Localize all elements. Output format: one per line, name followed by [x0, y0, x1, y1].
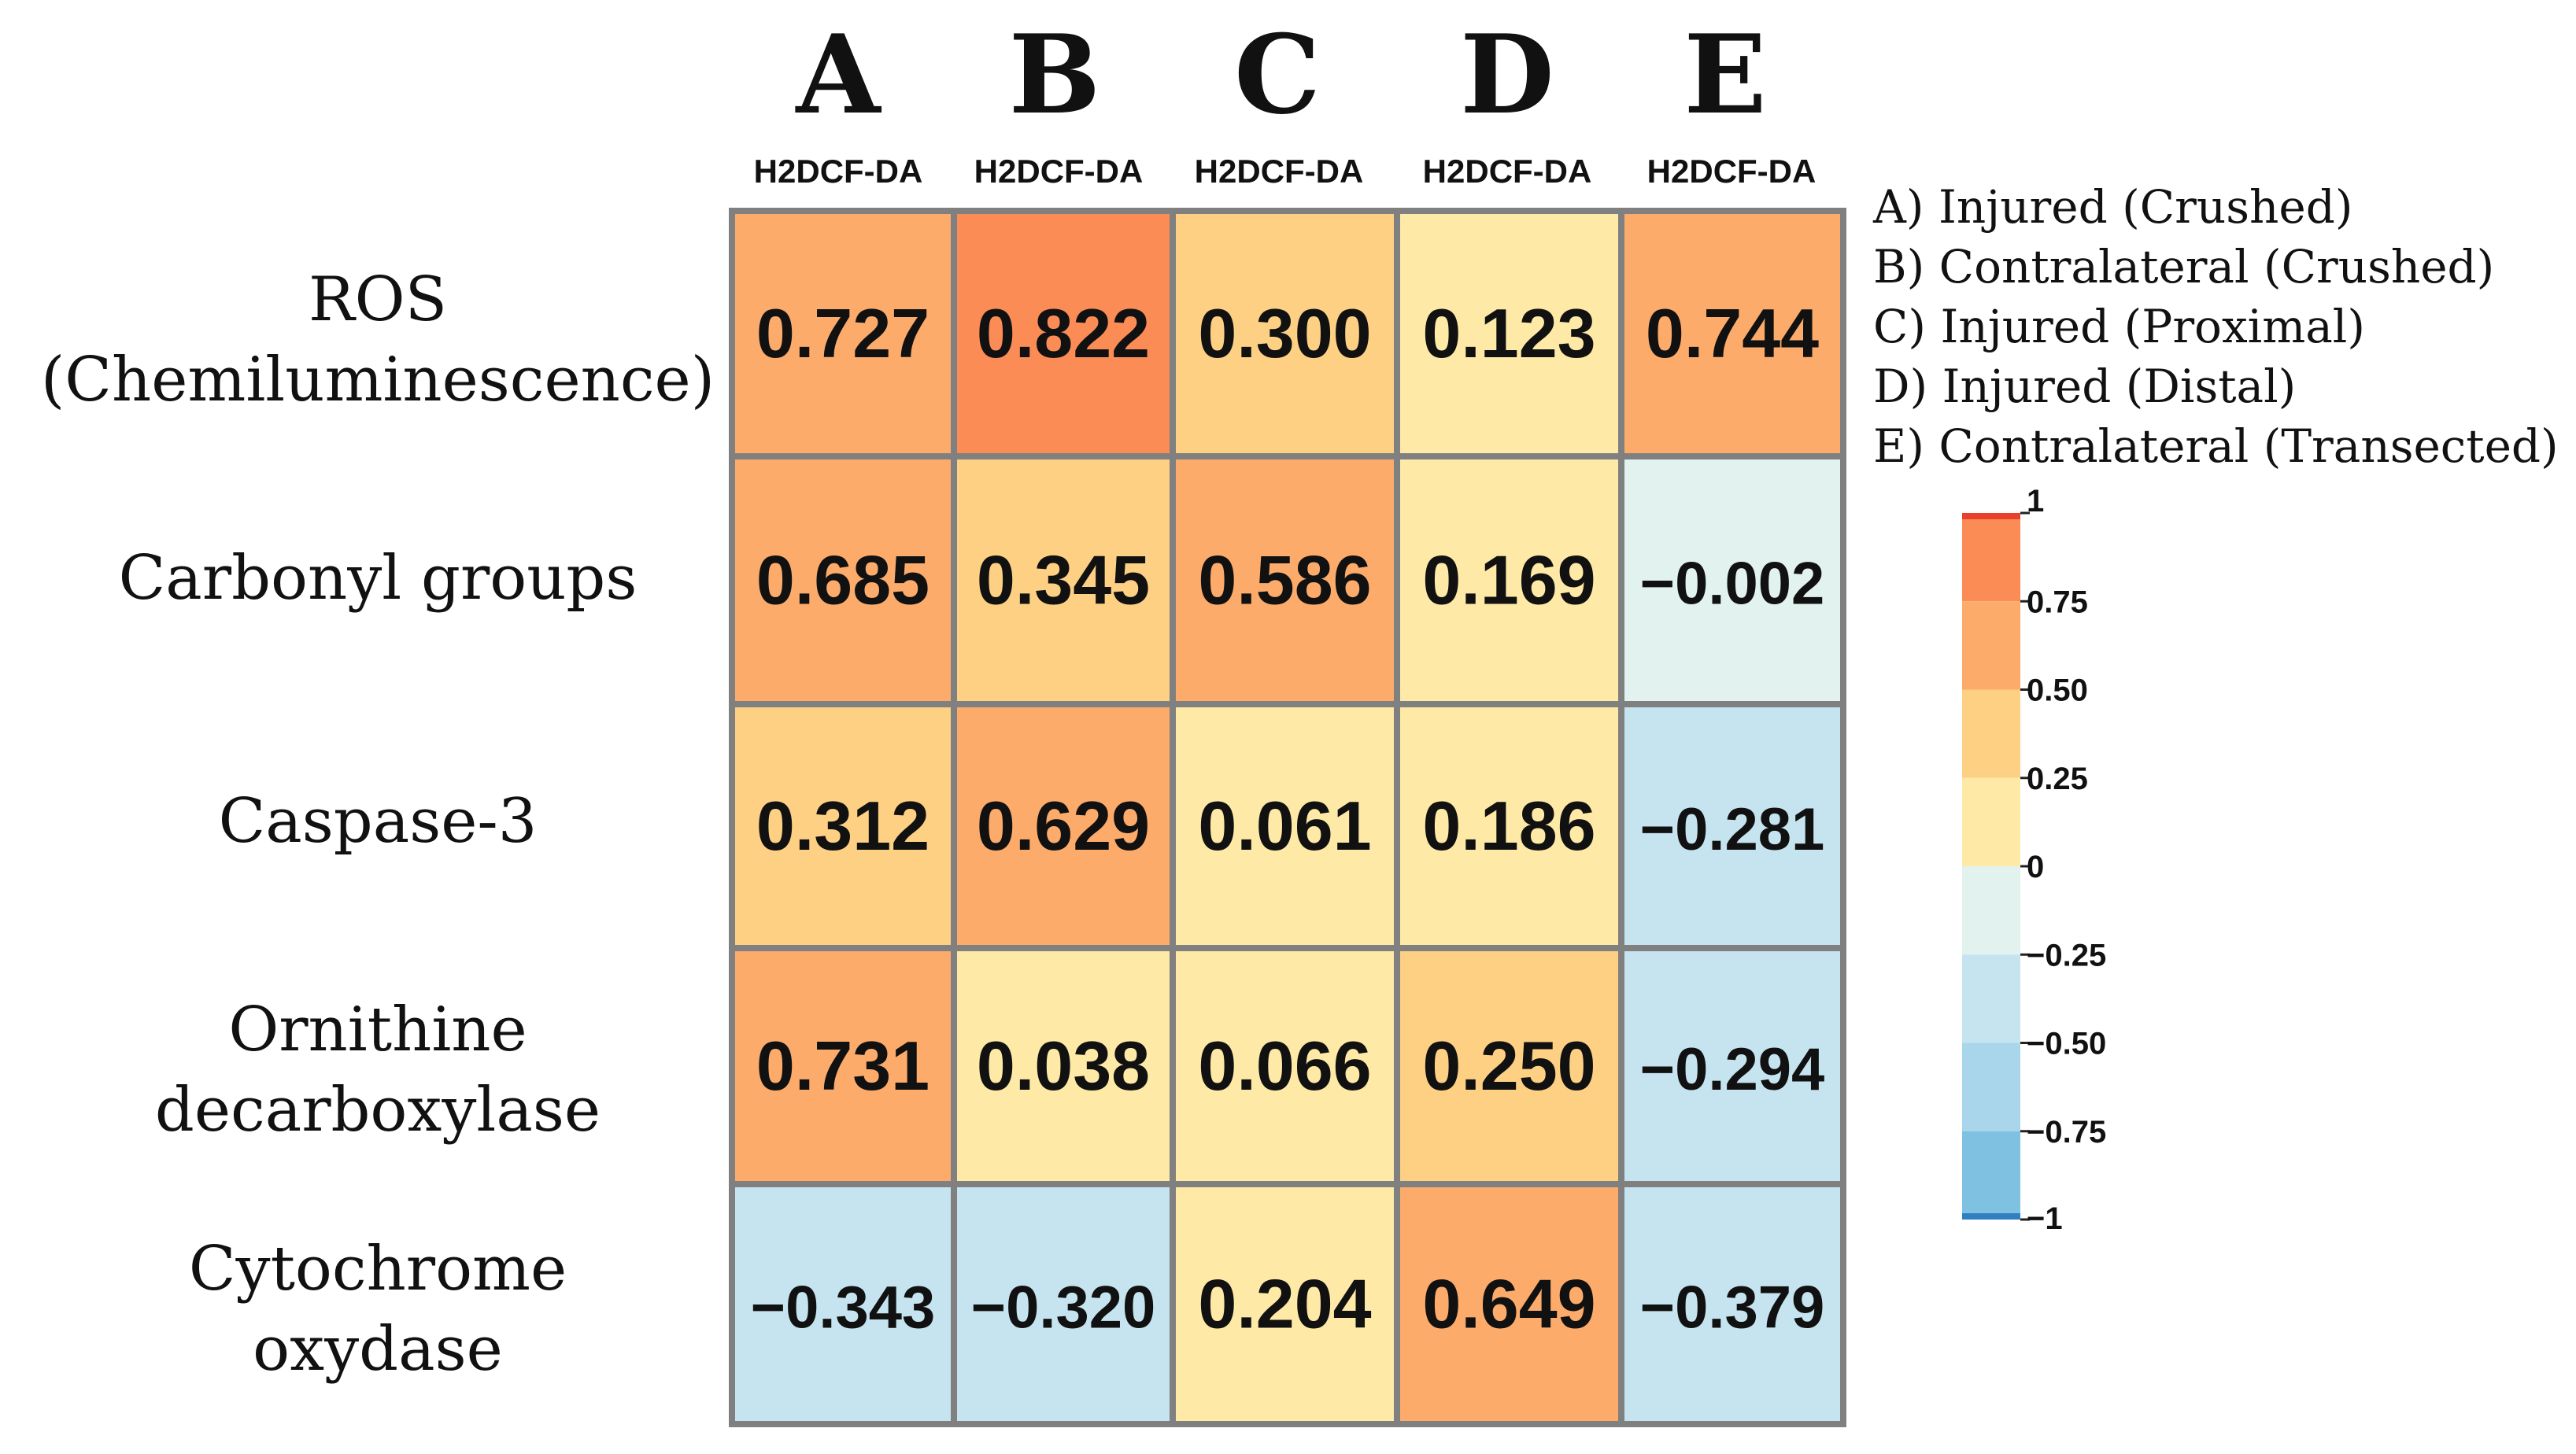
- colorbar-band-5: [1962, 954, 2020, 1043]
- heatmap-value-r4-c0: −0.343: [751, 1275, 936, 1341]
- legend-item-b: B) Contralateral (Crushed): [1873, 240, 2495, 293]
- colorbar-tick-label-4: 0: [2027, 850, 2044, 884]
- heatmap-cell-r0-c3: [1400, 214, 1618, 453]
- colorbar-band-3: [1962, 777, 2020, 866]
- column-sublabel-e: H2DCF-DA: [1646, 153, 1817, 190]
- colorbar-tick-label-7: −0.75: [2027, 1115, 2106, 1150]
- colorbar-tick-label-6: −0.50: [2027, 1027, 2106, 1061]
- heatmap-cell-r2-c4: [1624, 707, 1840, 945]
- heatmap-value-r4-c4: −0.379: [1640, 1275, 1825, 1341]
- heatmap-cell-r3-c0: [735, 951, 951, 1181]
- column-sublabel-a: H2DCF-DA: [753, 153, 923, 190]
- row-label-caspase: Caspase-3: [24, 781, 732, 862]
- row-label-cytochrome: Cytochrome oxydase: [24, 1229, 732, 1389]
- column-sublabel-d: H2DCF-DA: [1422, 153, 1592, 190]
- heatmap-cell-r2-c0: [735, 707, 951, 945]
- colorbar-band-6: [1962, 1043, 2020, 1131]
- column-letter-a: A: [796, 10, 881, 138]
- heatmap-value-r2-c0: 0.312: [756, 787, 930, 865]
- row-label-cytochrome-line2: oxydase: [253, 1314, 503, 1385]
- heatmap-value-r4-c2: 0.204: [1198, 1265, 1371, 1343]
- heatmap-cell-r0-c2: [1176, 214, 1394, 453]
- colorbar-max-edge: [1962, 513, 2020, 519]
- colorbar-band-0: [1962, 513, 2020, 602]
- row-label-caspase-line1: Caspase-3: [218, 786, 538, 857]
- heatmap-cell-r4-c4: [1624, 1187, 1840, 1421]
- heatmap-cell-r0-c4: [1624, 214, 1840, 453]
- heatmap-value-r3-c3: 0.250: [1422, 1027, 1595, 1105]
- heatmap-cell-r1-c4: [1624, 459, 1840, 701]
- column-letter-d: D: [1460, 10, 1554, 138]
- heatmap-value-r0-c3: 0.123: [1422, 294, 1595, 372]
- colorbar-band-2: [1962, 689, 2020, 778]
- colorbar-band-1: [1962, 601, 2020, 690]
- row-label-ornithine: Ornithine decarboxylase: [24, 990, 732, 1150]
- heatmap-cell-r0-c0: [735, 214, 951, 453]
- heatmap-value-r2-c3: 0.186: [1422, 787, 1595, 865]
- heatmap-value-r4-c3: 0.649: [1422, 1265, 1595, 1343]
- heatmap-cell-r3-c3: [1400, 951, 1618, 1181]
- heatmap-value-r3-c1: 0.038: [977, 1027, 1150, 1105]
- column-sublabel-c: H2DCF-DA: [1194, 153, 1364, 190]
- heatmap-value-r0-c4: 0.744: [1646, 294, 1819, 372]
- heatmap-cell-r3-c2: [1176, 951, 1394, 1181]
- heatmap-cell-r2-c1: [957, 707, 1170, 945]
- legend-item-c: C) Injured (Proximal): [1873, 300, 2365, 353]
- colorbar-min-edge: [1962, 1213, 2020, 1220]
- colorbar-tick-label-8: −1: [2027, 1201, 2063, 1236]
- row-label-ros: ROS (Chemiluminescence): [24, 260, 732, 420]
- row-label-ornithine-line1: Ornithine: [228, 995, 527, 1065]
- heatmap-cell-r0-c1: [957, 214, 1170, 453]
- heatmap-cell-r1-c2: [1176, 459, 1394, 701]
- heatmap-cell-r4-c2: [1176, 1187, 1394, 1421]
- heatmap-cell-r1-c3: [1400, 459, 1618, 701]
- heatmap-value-r4-c1: −0.320: [971, 1275, 1156, 1341]
- heatmap-cell-r1-c0: [735, 459, 951, 701]
- heatmap-value-r1-c3: 0.169: [1422, 541, 1595, 619]
- heatmap-cell-r4-c0: [735, 1187, 951, 1421]
- heatmap-value-r0-c2: 0.300: [1198, 294, 1371, 372]
- heatmap-cell-r2-c2: [1176, 707, 1394, 945]
- heatmap-value-r0-c1: 0.822: [977, 294, 1150, 372]
- row-label-ros-line1: ROS: [308, 264, 448, 335]
- column-letter-b: B: [1008, 10, 1101, 138]
- column-letter-c: C: [1234, 10, 1321, 138]
- column-sublabel-b: H2DCF-DA: [974, 153, 1144, 190]
- heatmap-value-r0-c0: 0.727: [756, 294, 930, 372]
- row-label-carbonyl: Carbonyl groups: [24, 538, 732, 618]
- heatmap-value-r3-c0: 0.731: [756, 1027, 930, 1105]
- legend-item-e: E) Contralateral (Transected): [1873, 419, 2559, 473]
- heatmap-value-r1-c1: 0.345: [977, 541, 1150, 619]
- colorbar-tick-label-5: −0.25: [2027, 938, 2106, 972]
- colorbar-band-4: [1962, 866, 2020, 955]
- colorbar-tick-label-1: 0.75: [2027, 585, 2088, 619]
- heatmap-cell-r4-c3: [1400, 1187, 1618, 1421]
- heatmap-cell-r4-c1: [957, 1187, 1170, 1421]
- heatmap-cell-r3-c4: [1624, 951, 1840, 1181]
- heatmap-cell-r3-c1: [957, 951, 1170, 1181]
- colorbar-tick-label-0: 1: [2027, 484, 2044, 518]
- legend-item-a: A) Injured (Crushed): [1873, 180, 2353, 234]
- colorbar-band-7: [1962, 1131, 2020, 1220]
- row-label-ornithine-line2: decarboxylase: [154, 1075, 601, 1146]
- heatmap-value-r2-c4: −0.281: [1640, 796, 1825, 863]
- heatmap-value-r3-c4: −0.294: [1640, 1036, 1825, 1103]
- heatmap-grid: 0.727 0.822 0.300 0.123 0.744 0.685 0.345 0.586…: [729, 208, 1846, 1427]
- row-label-ros-line2: (Chemiluminescence): [40, 345, 715, 415]
- heatmap-value-r1-c0: 0.685: [756, 541, 930, 619]
- heatmap-value-r1-c2: 0.586: [1198, 541, 1371, 619]
- heatmap-cell-r2-c3: [1400, 707, 1618, 945]
- legend-item-d: D) Injured (Distal): [1873, 360, 2297, 413]
- heatmap-value-r2-c1: 0.629: [977, 787, 1150, 865]
- row-label-cytochrome-line1: Cytochrome: [188, 1234, 567, 1305]
- column-letter-e: E: [1683, 10, 1767, 138]
- heatmap-value-r3-c2: 0.066: [1198, 1027, 1371, 1105]
- heatmap-cell-r1-c1: [957, 459, 1170, 701]
- colorbar-tick-label-2: 0.50: [2027, 673, 2088, 708]
- colorbar-tick-label-3: 0.25: [2027, 762, 2088, 796]
- row-label-carbonyl-line1: Carbonyl groups: [118, 543, 638, 614]
- heatmap-value-r2-c2: 0.061: [1198, 787, 1371, 865]
- heatmap-value-r1-c4: −0.002: [1640, 551, 1825, 618]
